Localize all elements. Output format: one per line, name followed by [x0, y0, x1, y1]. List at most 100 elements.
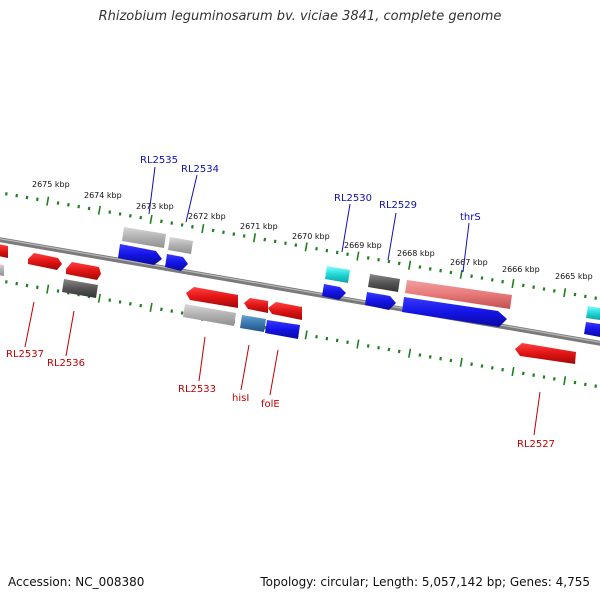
minor-tick [346, 340, 349, 344]
minor-tick [439, 268, 442, 273]
major-tick [563, 288, 567, 298]
minor-tick [521, 371, 525, 376]
kbp-label: 2665 kbp [555, 272, 593, 281]
minor-tick [428, 355, 432, 359]
gene-RL2537[interactable] [28, 253, 62, 270]
leader-line [240, 344, 250, 391]
gene-features [0, 227, 600, 364]
minor-tick [542, 287, 546, 291]
gene-label: RL2533 [178, 384, 216, 395]
minor-tick [273, 239, 277, 244]
major-tick [408, 348, 412, 358]
minor-tick [77, 204, 81, 209]
major-tick [459, 357, 463, 367]
leader-line [533, 391, 541, 436]
gene-label: folE [261, 399, 280, 410]
gene-folE[interactable] [265, 320, 300, 339]
gene-RL2535-pseudo[interactable] [122, 227, 166, 248]
major-tick [356, 251, 360, 261]
kbp-label: 2668 kbp [397, 249, 435, 258]
minor-tick [294, 243, 298, 247]
minor-tick [470, 274, 473, 279]
gene-RL2535[interactable] [118, 244, 162, 265]
gene-RL2530[interactable] [322, 284, 346, 300]
gene-reverse-mid[interactable] [268, 302, 302, 320]
gene-RL2536-top[interactable] [66, 262, 101, 280]
gene-RL2530-rna[interactable] [325, 266, 350, 283]
minor-tick [428, 267, 432, 271]
minor-tick [108, 210, 112, 214]
minor-tick [470, 362, 473, 367]
minor-tick [5, 280, 8, 284]
minor-tick [180, 311, 184, 315]
leader-line [269, 349, 279, 396]
leader-line [198, 336, 206, 382]
major-tick [459, 269, 463, 279]
minor-tick [335, 338, 339, 343]
gene-RL2534[interactable] [165, 254, 188, 271]
scale-ticks-upper [5, 192, 598, 300]
gene-RL2534-pseudo[interactable] [168, 237, 193, 254]
minor-tick [418, 265, 422, 269]
minor-tick [263, 237, 267, 242]
minor-tick [56, 201, 60, 205]
major-tick [201, 224, 205, 234]
genome-backbone-highlight [0, 238, 600, 343]
minor-tick [552, 289, 556, 293]
minor-tick [584, 382, 587, 387]
gene-thrS-highlight[interactable] [405, 280, 512, 309]
gene-arrow-reverse[interactable] [0, 244, 8, 258]
minor-tick [501, 367, 504, 372]
gene-RL2533-red[interactable] [186, 287, 238, 308]
gene-thrS[interactable] [402, 297, 507, 327]
minor-tick [501, 279, 504, 284]
gene-label: RL2537 [6, 349, 44, 360]
gene-RL2536[interactable] [62, 279, 98, 298]
minor-tick [490, 366, 494, 370]
minor-tick [418, 353, 422, 357]
gene-forward-partial[interactable] [584, 322, 600, 337]
minor-tick [67, 202, 70, 207]
label-leaders [24, 166, 541, 436]
gene-RL2527[interactable] [515, 343, 576, 364]
minor-tick [139, 215, 143, 220]
kbp-label: 2675 kbp [32, 180, 70, 189]
leader-line [24, 301, 35, 348]
minor-tick [5, 192, 8, 196]
major-tick [511, 278, 515, 289]
gene-label: RL2530 [334, 193, 372, 204]
kbp-label: 2673 kbp [136, 202, 174, 211]
minor-tick [118, 212, 122, 216]
gene-arrow-pseudo[interactable] [0, 264, 4, 276]
minor-tick [480, 364, 484, 368]
minor-tick [449, 270, 453, 275]
minor-tick [118, 300, 122, 304]
minor-tick [573, 292, 577, 297]
minor-tick [542, 375, 546, 379]
kbp-label: 2671 kbp [240, 222, 278, 231]
gene-label: hisI [232, 393, 249, 404]
major-tick [97, 293, 101, 303]
gene-hisI[interactable] [240, 315, 266, 332]
genome-summary-text: Topology: circular; Length: 5,057,142 bp… [260, 575, 590, 589]
gene-RL2529[interactable] [365, 292, 396, 310]
minor-tick [449, 358, 453, 363]
gene-label: RL2527 [517, 439, 555, 450]
gene-label: thrS [460, 212, 481, 223]
gene-RL2533[interactable] [183, 304, 236, 326]
gene-label: RL2534 [181, 164, 219, 175]
minor-tick [552, 377, 556, 381]
kbp-label: 2667 kbp [450, 258, 488, 267]
gene-labels: RL2535 RL2534 RL2530 RL2529 thrS RL2537 … [6, 155, 555, 450]
gene-RL2529-dark[interactable] [368, 274, 400, 292]
minor-tick [129, 213, 132, 218]
major-tick [304, 242, 308, 252]
gene-label: RL2536 [47, 358, 85, 369]
gene-rna-partial[interactable] [586, 306, 600, 320]
minor-tick [366, 256, 370, 260]
minor-tick [160, 219, 163, 224]
gene-reverse-small[interactable] [244, 298, 268, 313]
minor-tick [366, 344, 370, 348]
major-tick [304, 330, 308, 340]
minor-tick [211, 228, 215, 233]
